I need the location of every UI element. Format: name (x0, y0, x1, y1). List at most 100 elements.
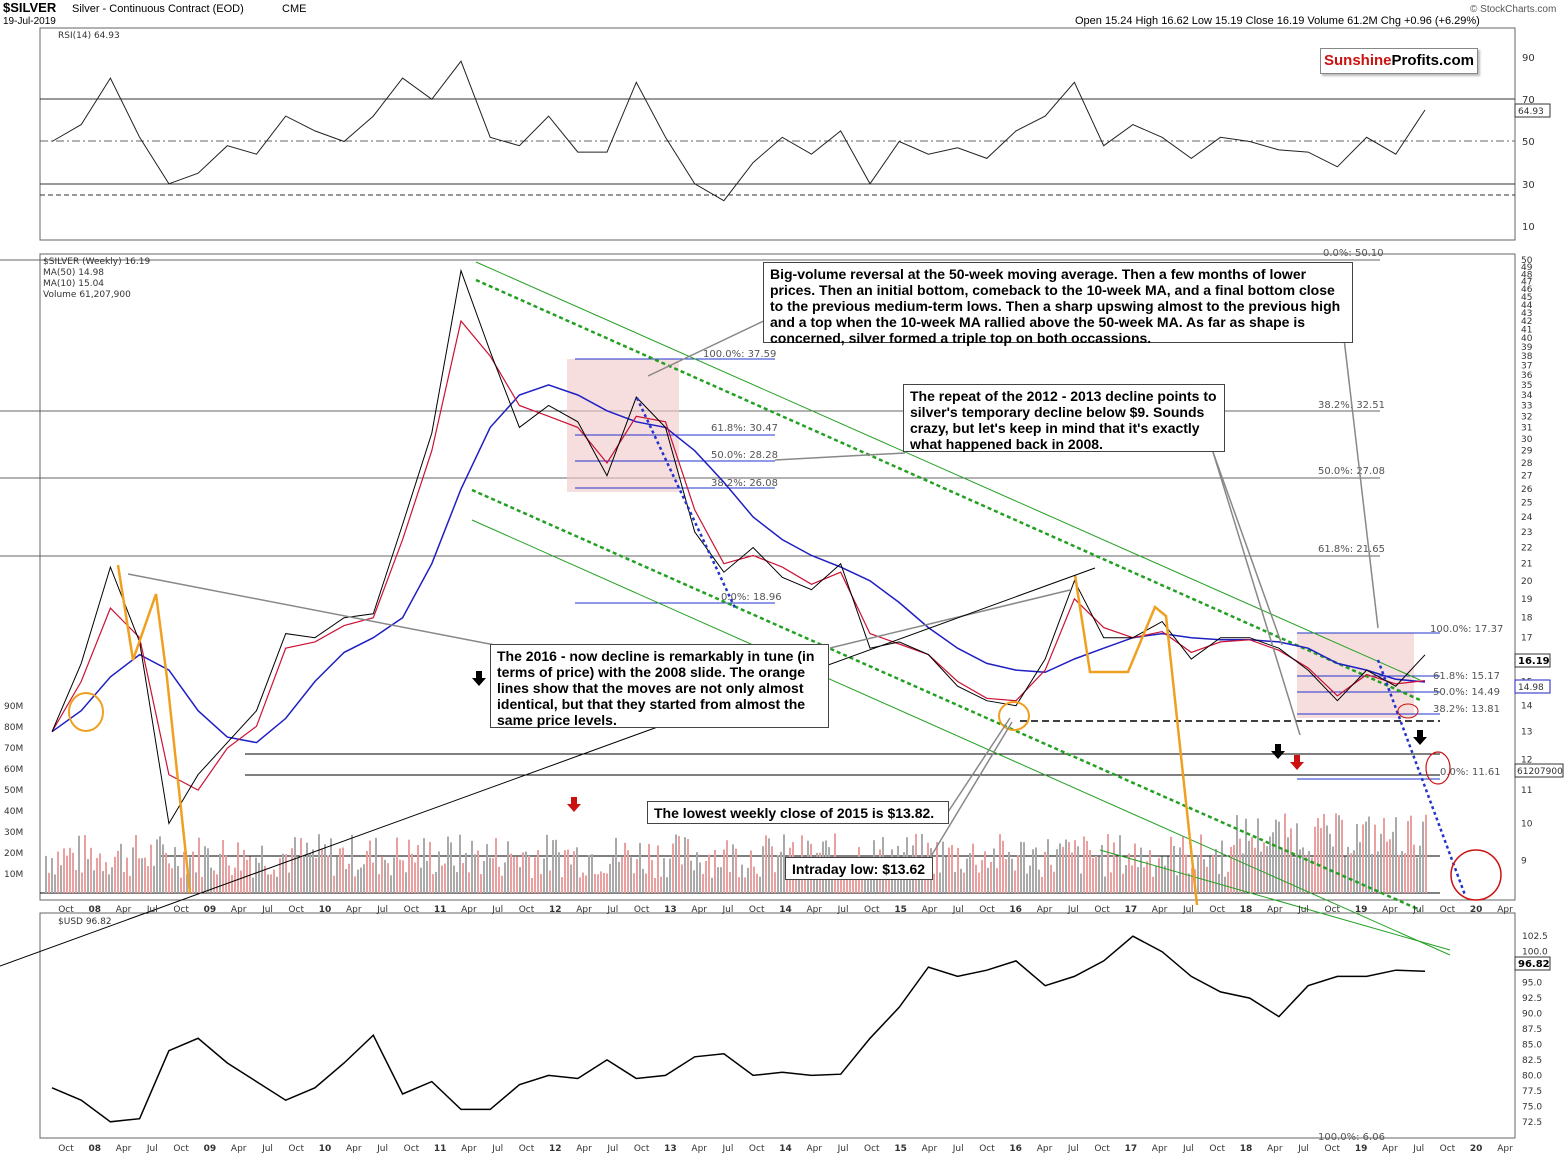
volume-bar (609, 863, 611, 893)
volume-bar (615, 837, 617, 893)
x-axis-ticks: Oct Oct 08 08 Apr Apr Jul Jul Oct Oct 09 09 Apr Apr Ju… (58, 905, 1513, 1154)
volume-bar (846, 867, 848, 893)
volume-bar (591, 854, 593, 893)
volume-bar (120, 843, 122, 893)
volume-bar (111, 867, 113, 893)
volume-bar (531, 878, 533, 893)
volume-bar (1293, 857, 1295, 893)
volume-bar (96, 857, 98, 893)
volume-bar (321, 848, 323, 893)
volume-bar (942, 841, 944, 893)
x-tick-bottom-33: 16 (1009, 1144, 1022, 1154)
volume-bar (1401, 851, 1403, 893)
volume-bar (1326, 825, 1328, 893)
volume-bar (57, 851, 59, 893)
volume-bar (501, 875, 503, 893)
fib-recent-618: 61.8%: 15.17 (1433, 671, 1500, 682)
volume-bar (447, 836, 449, 893)
volume-bar (375, 837, 377, 893)
x-tick-bottom-28: Oct (864, 1144, 880, 1154)
volume-bar (678, 836, 680, 893)
volume-bar (267, 874, 269, 893)
volume-bar (621, 857, 623, 893)
volume-bar (786, 867, 788, 893)
volume-bar (411, 853, 413, 893)
volume-bar (192, 851, 194, 893)
volume-bar (1173, 846, 1175, 893)
price-tick-3: 47 (1521, 278, 1532, 288)
close-badge (1514, 653, 1551, 668)
usd-tick-0: 102.5 (1522, 932, 1548, 942)
volume-bar (624, 842, 626, 893)
brand-part2: Profits.com (1391, 52, 1475, 69)
x-tick-49: 20 (1470, 905, 1483, 915)
x-tick-bottom-39: Jul (1182, 1144, 1194, 1154)
volume-bar (1053, 871, 1055, 893)
volume-bar (1005, 859, 1007, 893)
volume-bar (567, 849, 569, 893)
volume-bar (336, 857, 338, 893)
volume-bar (432, 874, 434, 893)
volume-bar (222, 840, 224, 893)
volume-bar (1119, 835, 1121, 893)
x-tick-bottom-6: Apr (231, 1144, 247, 1154)
usd-tick-6: 87.5 (1522, 1025, 1542, 1035)
volume-tick-7: 20M (4, 849, 23, 859)
chart-symbol: $SILVER (3, 0, 57, 15)
volume-bar (294, 837, 296, 893)
volume-bar (195, 872, 197, 893)
volume-bar (1164, 865, 1166, 893)
x-tick-23: Jul (721, 905, 733, 915)
volume-bar (1260, 851, 1262, 893)
volume-bar (1224, 876, 1226, 893)
x-tick-24: Oct (749, 905, 765, 915)
volume-bar (1068, 842, 1070, 893)
close-badge-value: 16.19 (1518, 656, 1550, 667)
volume-bar (495, 838, 497, 893)
volume-bar (198, 837, 200, 893)
decline-2013 (635, 397, 737, 609)
volume-bar (300, 838, 302, 893)
volume-bar (1059, 843, 1061, 893)
volume-bar (594, 874, 596, 893)
volume-bar (864, 873, 866, 893)
volume-bar (750, 850, 752, 893)
volume-bar (1110, 872, 1112, 893)
volume-bar (708, 854, 710, 893)
volume-bar (63, 848, 65, 893)
volume-bar (450, 842, 452, 893)
volume-bar (972, 843, 974, 893)
volume-bar (1233, 844, 1235, 893)
volume-bar (516, 856, 518, 893)
x-tick-35: Jul (1067, 905, 1079, 915)
volume-bar (444, 863, 446, 893)
fib-left-100: 100.0%: 37.59 (703, 349, 776, 360)
volume-bar (72, 852, 74, 893)
recent-low-circle (1397, 703, 1419, 719)
price-tick-25: 25 (1521, 499, 1532, 509)
price-tick-10: 40 (1521, 334, 1533, 344)
rsi-current-badge (1514, 103, 1551, 118)
channel-upper-dotted (475, 278, 1421, 702)
x-tick-37: 17 (1125, 905, 1138, 915)
volume-bar (138, 858, 140, 893)
price-tick-40: 10 (1521, 820, 1533, 830)
volume-bar (528, 855, 530, 893)
volume-bar (1278, 821, 1280, 893)
volume-bar (78, 835, 80, 893)
volume-bar (351, 834, 353, 893)
volume-bar (186, 874, 188, 893)
volume-bar (1206, 866, 1208, 893)
x-tick-44: Oct (1325, 905, 1341, 915)
volume-bar (1356, 824, 1358, 893)
volume-bar (264, 865, 266, 893)
price-tick-30: 20 (1521, 577, 1533, 587)
volume-bar (324, 844, 326, 893)
volume-bar (612, 857, 614, 893)
volume-bar (408, 839, 410, 893)
x-tick-3: Jul (146, 905, 158, 915)
x-tick-bottom-35: Jul (1067, 1144, 1079, 1154)
volume-tick-3: 60M (4, 765, 23, 775)
volume-bar (1410, 815, 1412, 893)
volume-bar (150, 844, 152, 893)
